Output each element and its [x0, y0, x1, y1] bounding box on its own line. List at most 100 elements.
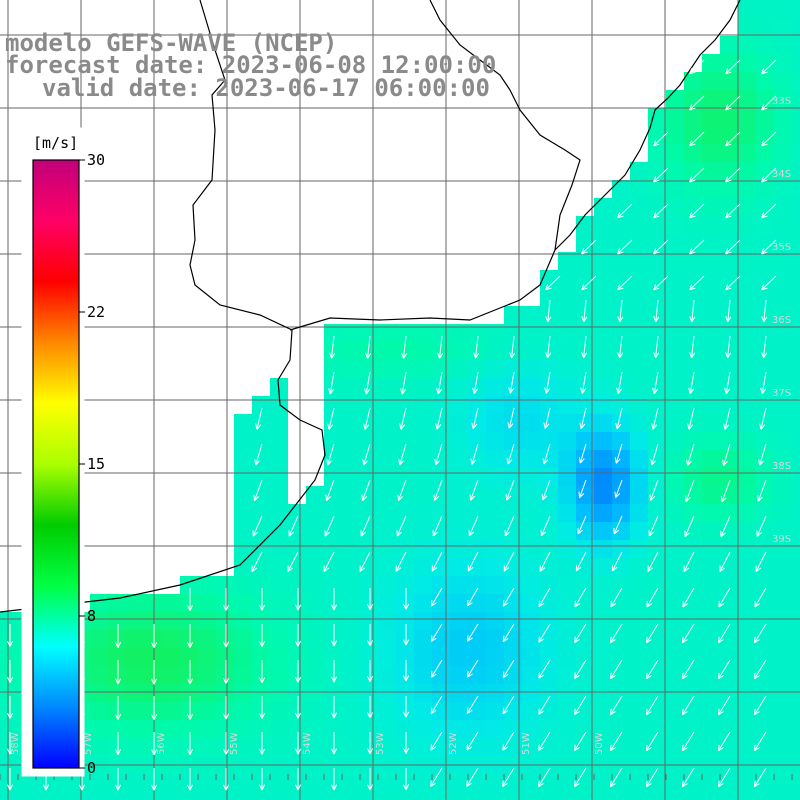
wind-cell — [432, 792, 450, 800]
wind-cell — [522, 594, 540, 612]
wind-arrow — [470, 443, 479, 465]
wind-cell — [576, 252, 594, 270]
wind-cell — [468, 594, 486, 612]
wind-cell — [414, 378, 432, 396]
wind-cell — [612, 324, 630, 342]
wind-cell — [558, 666, 576, 684]
wind-cell — [252, 738, 270, 756]
wind-arrow — [653, 299, 660, 323]
wind-arrow — [581, 335, 588, 359]
wind-cell — [774, 792, 792, 800]
wind-cell — [234, 486, 252, 504]
wind-cell — [522, 342, 540, 360]
wind-cell — [594, 720, 612, 738]
wind-cell — [468, 684, 486, 702]
wind-cell — [738, 378, 756, 396]
wind-cell — [252, 648, 270, 666]
wind-cell — [774, 54, 792, 72]
lat-label: 34S — [772, 169, 791, 180]
wind-arrow — [718, 695, 731, 716]
wind-arrow — [646, 767, 659, 788]
wind-cell — [450, 576, 468, 594]
wind-cell — [234, 504, 252, 522]
wind-cell — [468, 342, 486, 360]
wind-cell — [270, 540, 288, 558]
wind-arrow — [653, 335, 660, 359]
wind-cell — [270, 450, 288, 468]
wind-arrow — [222, 768, 230, 791]
wind-cell — [612, 234, 630, 252]
wind-cell — [324, 324, 342, 342]
wind-arrow — [436, 371, 443, 395]
wind-cell — [162, 702, 180, 720]
coastline — [0, 0, 741, 613]
wind-cell — [342, 576, 360, 594]
wind-cell — [594, 738, 612, 756]
wind-cell — [666, 306, 684, 324]
wind-cell — [702, 738, 720, 756]
wind-cell — [630, 630, 648, 648]
wind-arrow — [258, 768, 266, 791]
wind-cell — [414, 792, 432, 800]
wind-arrow — [254, 443, 263, 466]
wind-cell — [396, 738, 414, 756]
wind-arrow — [725, 203, 741, 219]
wind-cell — [504, 360, 522, 378]
wind-cell — [792, 540, 800, 558]
wind-cell — [414, 324, 432, 342]
colorbar-tick-label-15: 15 — [87, 455, 106, 473]
wind-cell — [738, 216, 756, 234]
wind-cell — [378, 774, 396, 792]
wind-arrow — [365, 335, 372, 359]
wind-arrow — [186, 732, 194, 755]
wind-arrow — [610, 623, 623, 644]
wind-cell — [648, 774, 666, 792]
wind-arrow — [616, 371, 623, 394]
wind-arrow — [430, 695, 443, 715]
wind-cell — [468, 432, 486, 450]
wind-cell — [558, 270, 576, 288]
wind-cell — [342, 702, 360, 720]
wind-arrow — [614, 443, 623, 464]
wind-cell — [486, 324, 504, 342]
wind-cell — [738, 288, 756, 306]
wind-cell — [540, 540, 558, 558]
wind-cell — [396, 504, 414, 522]
wind-cell — [162, 612, 180, 630]
wind-cell — [90, 648, 108, 666]
wind-cell — [540, 666, 558, 684]
wind-cell — [126, 612, 144, 630]
wind-cell — [612, 576, 630, 594]
wind-cell — [720, 324, 738, 342]
wind-cell — [774, 216, 792, 234]
lat-label: 35S — [772, 242, 791, 253]
wind-cell — [774, 342, 792, 360]
wind-cell — [648, 504, 666, 522]
wind-cell — [270, 414, 288, 432]
wind-cell — [324, 576, 342, 594]
wind-arrow — [725, 275, 741, 291]
lon-label: 55W — [229, 732, 240, 755]
colorbar-tick-label-30: 30 — [87, 151, 106, 169]
wind-cell — [594, 414, 612, 432]
wind-cell — [270, 594, 288, 612]
wind-cell — [486, 540, 504, 558]
wind-cell — [234, 558, 252, 576]
wind-cell — [630, 162, 648, 180]
wind-arrow — [253, 479, 263, 502]
wind-cell — [324, 738, 342, 756]
wind-cell — [738, 360, 756, 378]
wind-arrow — [258, 624, 266, 647]
wind-arrow — [688, 371, 695, 394]
wind-cell — [288, 540, 306, 558]
wind-cell — [324, 792, 342, 800]
wind-cell — [792, 252, 800, 270]
wind-cell — [522, 540, 540, 558]
wind-cell — [0, 702, 18, 720]
wind-cell — [594, 288, 612, 306]
wind-cell — [144, 738, 162, 756]
wind-cell — [504, 648, 522, 666]
wind-cell — [702, 630, 720, 648]
wind-arrow — [615, 407, 623, 430]
